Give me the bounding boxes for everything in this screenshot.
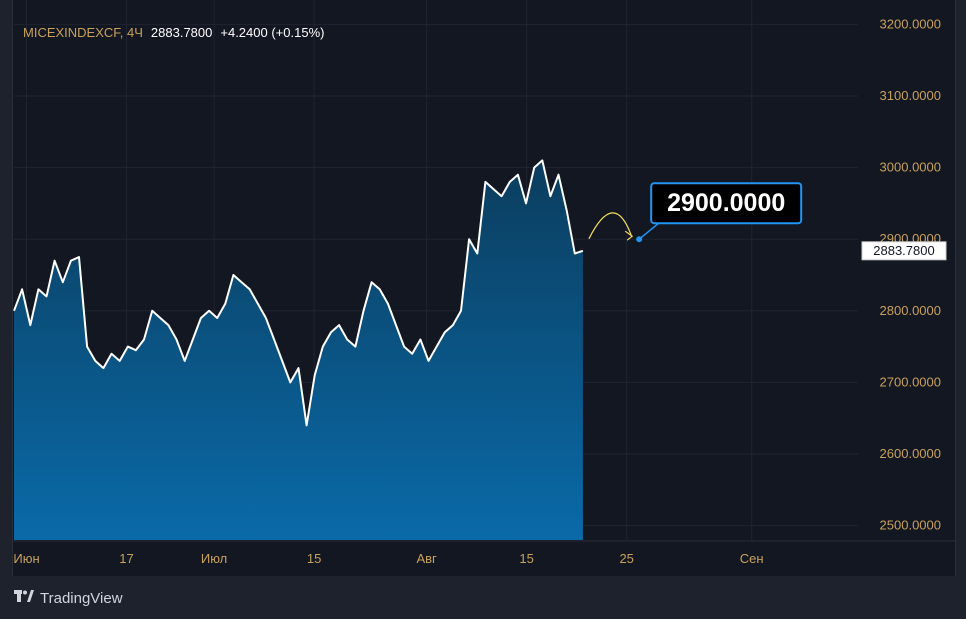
x-tick-label: Июн [13, 551, 39, 566]
y-tick-label: 3000.0000 [880, 160, 941, 175]
y-tick-label: 2600.0000 [880, 446, 941, 461]
target-label: 2900.0000 [667, 189, 785, 217]
symbol-label[interactable]: MICEXINDEXCF, 4Ч [23, 25, 143, 40]
brand-footer[interactable]: TradingView [14, 589, 123, 607]
price-change-label: +4.2400 (+0.15%) [220, 25, 325, 40]
chart-frame: 2900.0000 2500.0000 2600.0000 2700.0000 2800… [12, 0, 956, 576]
last-price-label: 2883.7800 [150, 25, 213, 40]
x-tick-label: 25 [619, 551, 633, 566]
brand-name: TradingView [40, 589, 123, 607]
current-price-label: 2883.7800 [873, 243, 934, 258]
x-tick-label: Сен [740, 551, 764, 566]
price-line [13, 159, 584, 427]
tradingview-logo-icon [14, 589, 34, 607]
target-callout [650, 182, 803, 225]
y-tick-label: 2500.0000 [880, 518, 941, 533]
chart-header: MICEXINDEXCF, 4Ч 2883.7800 +4.2400 (+0.1… [23, 25, 324, 40]
y-tick-label: 3200.0000 [880, 16, 941, 31]
x-tick-label: 15 [307, 551, 321, 566]
y-tick-label: 2800.0000 [880, 303, 941, 318]
x-tick-label: 17 [119, 551, 133, 566]
x-tick-label: 15 [519, 551, 533, 566]
current-price-badge [861, 241, 947, 261]
price-chart[interactable]: 2900.0000 2500.0000 2600.0000 2700.0000 2800… [13, 0, 955, 576]
forecast-arrowhead-icon [624, 230, 634, 241]
x-tick-label: Июл [201, 551, 227, 566]
y-tick-label: 3100.0000 [880, 88, 941, 103]
price-area [14, 160, 583, 540]
forecast-arrow [588, 212, 632, 240]
x-tick-label: Авг [416, 551, 437, 566]
y-tick-label: 2700.0000 [880, 374, 941, 389]
